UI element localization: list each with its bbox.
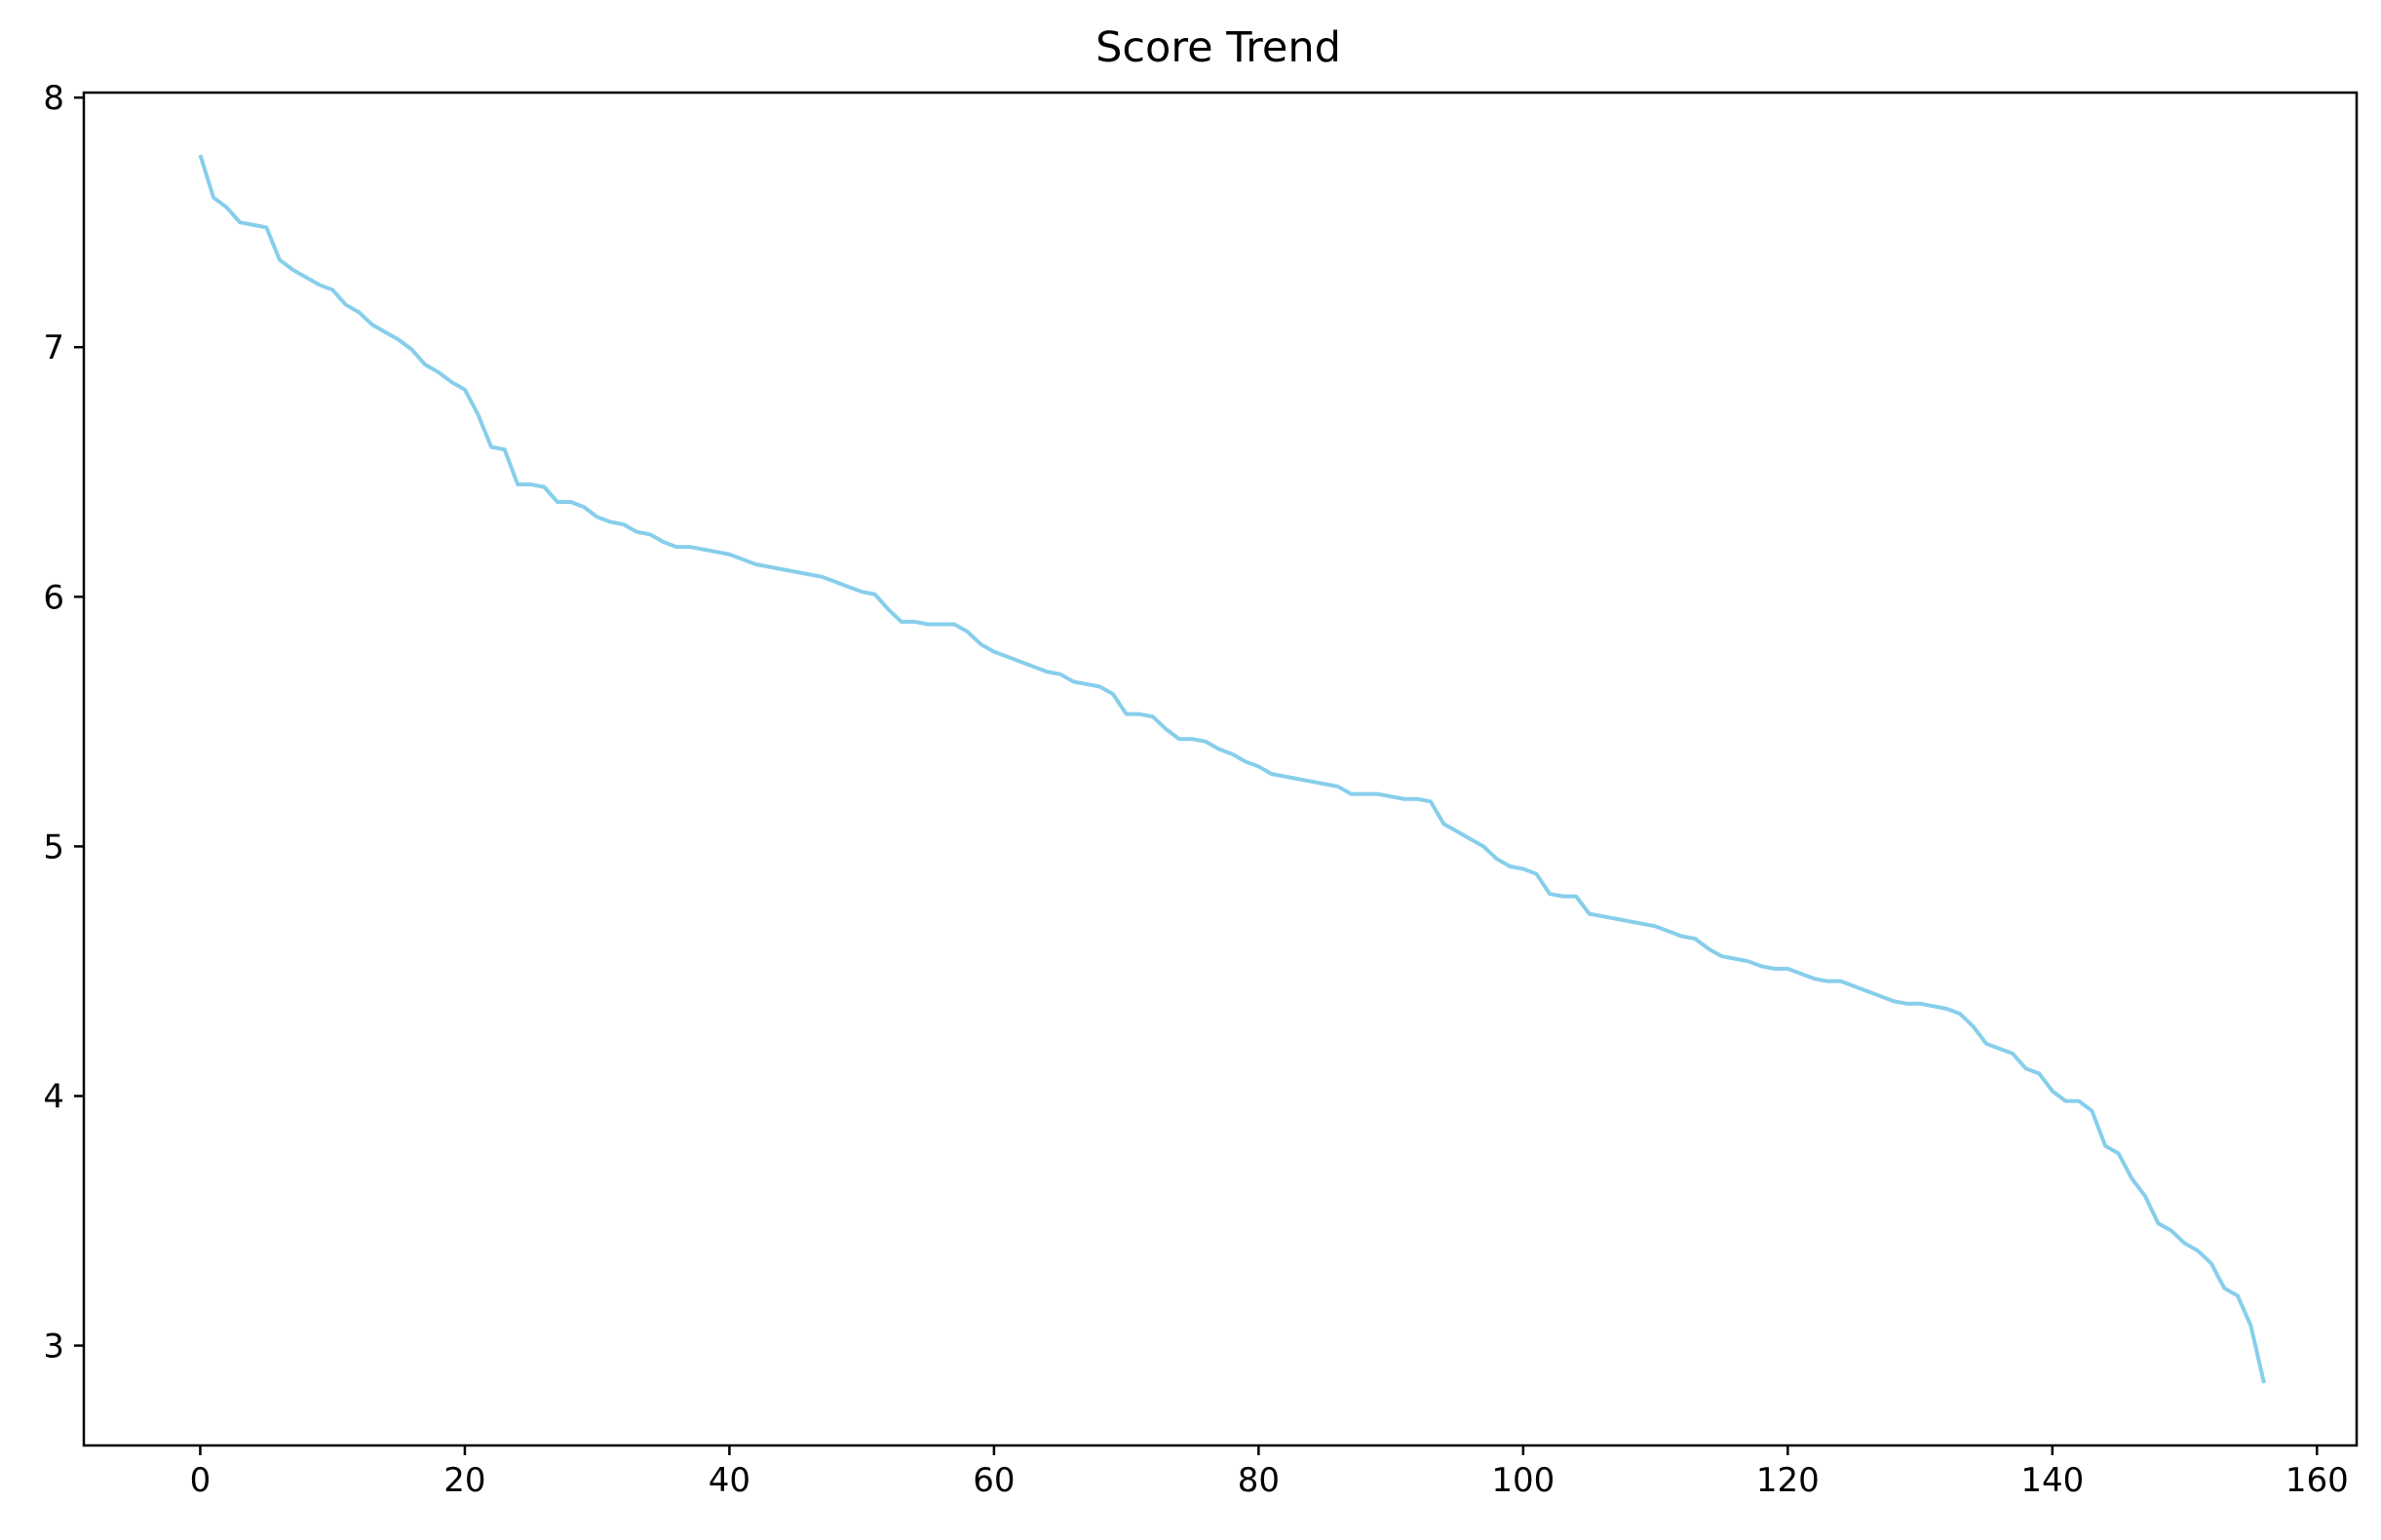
plot-frame xyxy=(82,91,2359,1447)
x-axis: 0 20 40 60 80 100 120 140 160 xyxy=(190,1445,2349,1500)
y-tick-label-4: 4 xyxy=(43,1077,64,1116)
x-tick-label-140: 140 xyxy=(2020,1461,2084,1500)
chart-title: Score Trend xyxy=(1095,23,1341,72)
x-tick-label-100: 100 xyxy=(1491,1461,1555,1500)
y-tick-label-8: 8 xyxy=(43,79,64,118)
x-tick-label-160: 160 xyxy=(2285,1461,2349,1500)
y-tick-label-5: 5 xyxy=(43,828,64,866)
x-tick-label-120: 120 xyxy=(1756,1461,1820,1500)
y-tick-label-7: 7 xyxy=(43,328,64,367)
series-line-0 xyxy=(198,154,2266,1384)
x-tick-label-20: 20 xyxy=(443,1461,485,1500)
y-tick-label-3: 3 xyxy=(43,1328,64,1367)
series-layer xyxy=(198,154,2266,1384)
x-tick-label-0: 0 xyxy=(190,1461,211,1500)
y-tick-label-6: 6 xyxy=(43,578,64,617)
x-tick-label-60: 60 xyxy=(973,1461,1015,1500)
y-axis: 3 4 5 6 7 8 xyxy=(43,79,84,1367)
x-tick-label-80: 80 xyxy=(1238,1461,1280,1500)
x-tick-label-40: 40 xyxy=(709,1461,750,1500)
